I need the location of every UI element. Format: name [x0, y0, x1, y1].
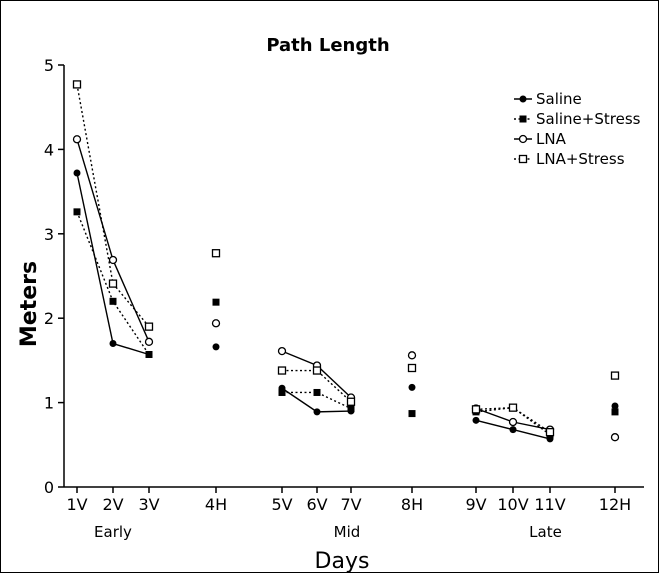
x-tick-label: 8H: [401, 495, 423, 514]
data-point-lna-stress: [277, 366, 287, 375]
legend-swatch-marker: [519, 115, 527, 123]
legend-label: Saline: [536, 90, 582, 108]
x-axis-label: Days: [315, 549, 370, 574]
data-point-lna-stress: [471, 405, 481, 414]
data-point-saline-stress: [408, 410, 416, 418]
data-point-lna-stress: [610, 371, 620, 380]
data-point-lna-stress: [72, 80, 82, 89]
legend-label: LNA: [536, 130, 567, 148]
data-point-lna-stress: [346, 397, 356, 406]
data-point-saline-stress: [145, 350, 153, 358]
x-tick-label: 10V: [497, 495, 528, 514]
x-tick-label: 4H: [205, 495, 227, 514]
x-tick-label: 6V: [306, 495, 327, 514]
data-point-lna-stress: [108, 279, 118, 288]
data-point-lna: [610, 433, 620, 442]
x-tick-label: 9V: [465, 495, 486, 514]
data-point-lna: [144, 337, 154, 346]
data-point-saline: [472, 416, 480, 424]
y-tick-label: 4: [44, 140, 54, 159]
data-point-saline: [212, 343, 220, 351]
data-point-lna-stress: [545, 427, 555, 437]
legend-label: Saline+Stress: [536, 110, 641, 128]
data-point-saline-stress: [611, 408, 619, 416]
legend-swatch-marker: [519, 95, 527, 103]
series-line-lna: [76, 139, 150, 343]
x-tick-label: 12H: [599, 495, 631, 514]
data-point-saline: [408, 383, 416, 391]
x-group-label: Mid: [334, 523, 361, 541]
x-tick-label: 7V: [340, 495, 361, 514]
data-point-lna: [508, 417, 518, 427]
data-point-saline-stress: [212, 298, 220, 306]
data-point-saline-stress: [278, 388, 286, 396]
data-point-lna-stress: [407, 363, 417, 373]
data-point-saline-stress: [109, 297, 117, 305]
data-point-lna: [407, 351, 417, 360]
x-group-label: Early: [94, 523, 132, 541]
data-point-lna: [108, 255, 118, 265]
y-axis-label: Meters: [17, 261, 42, 347]
data-point-saline: [109, 340, 117, 348]
data-point-saline: [611, 402, 619, 410]
data-point-lna-stress: [312, 366, 322, 375]
data-point-saline-stress: [347, 405, 355, 413]
x-tick-label: 3V: [138, 495, 159, 514]
y-tick-label: 3: [44, 225, 54, 244]
data-point-lna: [72, 135, 82, 144]
data-point-lna-stress: [144, 322, 154, 331]
data-point-lna-stress: [508, 403, 518, 412]
data-point-saline-stress: [313, 388, 321, 396]
y-tick-label: 2: [44, 309, 54, 328]
x-tick-label: 5V: [271, 495, 292, 514]
x-tick-label: 11V: [534, 495, 565, 514]
y-tick-label: 0: [44, 478, 54, 497]
legend-swatch-marker: [518, 134, 528, 144]
x-tick-label: 2V: [102, 495, 123, 514]
legend-swatch-marker: [518, 154, 528, 164]
data-point-saline: [313, 408, 321, 416]
series-line-lna-stress: [282, 369, 352, 403]
data-point-lna: [277, 346, 287, 356]
series-line-lna-stress: [76, 84, 150, 328]
legend-label: LNA+Stress: [536, 150, 625, 168]
x-tick-label: 1V: [66, 495, 87, 514]
data-point-lna-stress: [211, 249, 221, 258]
data-point-saline: [73, 169, 81, 177]
y-tick-label: 5: [44, 56, 54, 75]
data-point-saline: [509, 426, 517, 434]
data-point-lna: [211, 319, 221, 328]
chart-title: Path Length: [266, 35, 389, 56]
x-group-label: Late: [529, 523, 562, 541]
data-point-saline-stress: [73, 208, 81, 216]
series-line-saline-stress: [282, 391, 352, 410]
y-tick-label: 1: [44, 394, 54, 413]
